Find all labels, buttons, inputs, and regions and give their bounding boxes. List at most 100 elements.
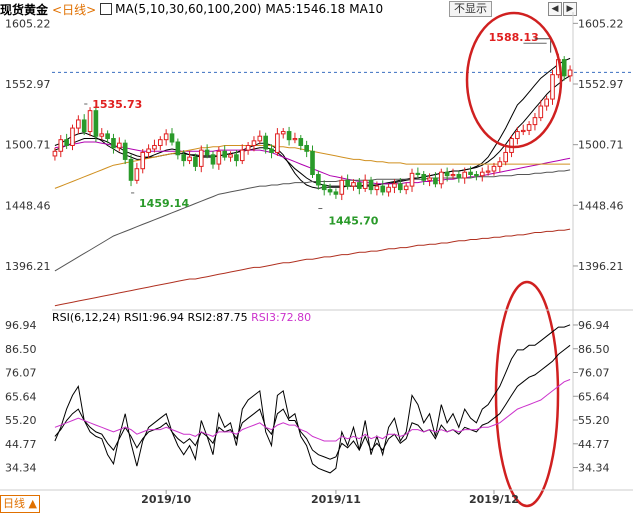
candle-body — [105, 133, 110, 140]
price-axis-label-right: 1552.97 — [578, 78, 624, 91]
candle-body — [327, 189, 333, 193]
price-axis-label-right: 1448.46 — [578, 199, 624, 212]
price-axis-label-right: 1500.71 — [578, 139, 624, 152]
candle-body — [216, 150, 222, 165]
highlight-ellipse-price — [465, 11, 563, 149]
candle-body — [544, 98, 549, 107]
display-toggle-button[interactable]: 不显示 — [449, 1, 492, 17]
rsi-axis-label-right: 34.34 — [578, 462, 610, 475]
candle-body — [386, 186, 391, 193]
candle-body — [157, 139, 163, 146]
candle-body — [316, 174, 321, 186]
candle-body — [339, 179, 345, 195]
candle-body — [374, 185, 380, 191]
prev-arrow-button[interactable]: ◀ — [548, 2, 562, 16]
candle-body — [304, 144, 309, 152]
price-axis-label-left: 1448.46 — [5, 199, 51, 212]
candle-body — [345, 179, 350, 187]
candle-body — [550, 74, 555, 100]
candle-body — [70, 127, 75, 146]
rsi1-line — [54, 324, 571, 474]
candle-body — [210, 154, 216, 165]
candle-body — [280, 131, 286, 135]
candle-body — [117, 142, 122, 149]
ma10-value: MA10 — [349, 2, 384, 16]
rsi-axis-label-right: 76.07 — [578, 367, 610, 380]
period-badge-label: 日线 — [3, 497, 25, 510]
date-axis-label: 2019/11 — [311, 493, 361, 506]
candle-body — [561, 59, 567, 77]
date-axis-label: 2019/10 — [141, 493, 191, 506]
candle-body — [351, 182, 356, 187]
candle-body — [433, 177, 438, 185]
candle-body — [532, 117, 538, 126]
candle-body — [245, 144, 251, 151]
period-selector[interactable]: <日线> — [52, 2, 97, 17]
candle-body — [87, 110, 93, 133]
rsi-axis-label-left: 86.50 — [5, 343, 37, 356]
candle-body — [204, 149, 210, 156]
candle-body — [175, 141, 181, 156]
period-badge[interactable]: 日线 ▲ — [0, 495, 40, 513]
candle-body — [298, 138, 304, 146]
candle-body — [251, 140, 257, 146]
rsi-axis-label-right: 86.50 — [578, 343, 610, 356]
ma-settings-icon[interactable] — [100, 3, 113, 15]
candle-body — [263, 135, 268, 150]
rsi1-value: RSI1:96.94 — [123, 311, 185, 324]
price-axis-label-left: 1500.71 — [5, 139, 51, 152]
candle-body — [128, 158, 134, 181]
rsi-axis-label-left: 44.77 — [5, 438, 37, 451]
rsi3-value: RSI3:72.80 — [251, 311, 312, 324]
price-axis-label-left: 1605.22 — [5, 17, 51, 30]
rsi2-value: RSI2:87.75 — [187, 311, 248, 324]
candle-body — [438, 171, 444, 185]
candle-body — [81, 119, 87, 133]
candle-body — [198, 149, 204, 167]
price-axis-label-right: 1605.22 — [578, 17, 624, 30]
candle-body — [310, 150, 315, 176]
price-axis-label-right: 1396.21 — [578, 260, 624, 273]
rsi-axis-label-left: 34.34 — [5, 462, 37, 475]
candle-body — [515, 131, 520, 140]
price-axis-label-left: 1552.97 — [5, 78, 51, 91]
chart-header: 现货黄金 <日线> MA(5,10,30,60,100,200) MA5:154… — [0, 0, 387, 18]
candle-body — [520, 129, 526, 133]
candle-body — [181, 154, 187, 162]
candle-body — [222, 150, 228, 158]
rsi-axis-label-right: 44.77 — [578, 438, 610, 451]
candlestick-panel: 1535.73 1459.14 1445.70 1588.13 — [52, 11, 633, 307]
instrument-title: 现货黄金 — [0, 2, 49, 17]
candle-body — [357, 182, 362, 189]
candle-body — [257, 135, 263, 142]
candle-body — [321, 184, 327, 191]
price-annotation: 1459.14 — [139, 197, 189, 210]
candle-body — [76, 119, 81, 129]
ma5-value: MA5:1546.18 — [265, 2, 346, 16]
candle-body — [392, 183, 397, 188]
rsi-axis-label-left: 96.94 — [5, 319, 37, 332]
candle-body — [362, 179, 368, 189]
candle-body — [380, 185, 386, 193]
candle-body — [111, 138, 116, 149]
candle-body — [193, 156, 198, 167]
rsi2-line — [54, 344, 571, 460]
rsi-axis-label-left: 76.07 — [5, 367, 37, 380]
candle-body — [234, 154, 239, 162]
candle-body — [58, 139, 64, 152]
rsi-header: RSI(6,12,24) RSI1:96.94 RSI2:87.75 RSI3:… — [52, 311, 311, 324]
candle-body — [497, 161, 503, 167]
date-axis-label: 2019/12 — [469, 493, 519, 506]
candle-body — [99, 133, 105, 137]
candle-body — [140, 151, 146, 170]
candle-body — [509, 138, 514, 153]
candle-body — [239, 149, 245, 162]
rsi-axis-label-left: 55.20 — [5, 414, 37, 427]
candle-body — [427, 177, 432, 181]
rsi-panel — [54, 280, 571, 508]
candle-body — [409, 172, 415, 187]
highlight-ellipse-rsi — [494, 280, 560, 508]
rsi-axis-label-right: 96.94 — [578, 319, 610, 332]
